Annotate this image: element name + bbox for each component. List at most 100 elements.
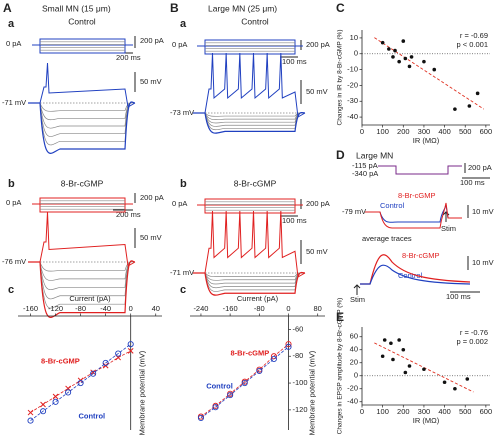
data-point [475,91,480,96]
annotation: p < 0.001 [457,40,489,49]
data-point [453,107,457,111]
data-point [39,408,47,415]
x-tick-label: -120 [48,304,63,313]
voltage-trace [193,111,306,134]
zero-label: 0 pA [172,40,187,49]
voltage-trace [28,101,136,137]
legend-control: Control [380,201,405,210]
x-tick-label: -40 [100,304,111,313]
scale-label: 200 ms [116,53,141,62]
average-trace [360,254,471,285]
y-tick-label: 40 [350,345,358,354]
data-point [397,338,401,342]
legend-control: Control [398,271,423,280]
voltage-trace [365,202,462,229]
data-point [422,59,426,64]
current-label: -340 pA [352,169,378,178]
y-tick-label: -30 [347,96,358,105]
data-point [380,40,385,45]
series-name: Control [78,411,105,420]
rest-label: -71 mV [2,98,26,107]
scale-label: 200 pA [306,199,330,208]
condition: 8-Br-cGMP [234,178,277,188]
data-point [27,409,34,416]
x-tick-label: 200 [397,407,410,416]
current-protocol [39,38,126,54]
y-axis-label: Membrane potential (mV) [307,350,316,435]
x-tick-label: -80 [254,304,265,313]
voltage-trace [193,272,306,289]
scale-bars [113,36,490,295]
data-point [422,367,426,372]
sub-letter: c [180,284,186,296]
data-point [382,338,387,342]
data-point [407,64,412,69]
condition: Control [68,16,96,26]
panel-title: Large MN [356,150,393,160]
sub-letter: b [8,178,15,190]
data-point [403,56,408,61]
data-point [127,341,134,348]
voltage-trace [28,102,136,121]
sub-letter: a [8,18,15,30]
scale-bar [450,163,490,293]
x-tick-label: 300 [418,127,431,136]
data-point [115,350,122,357]
data-point [403,370,408,375]
x-tick-label: 100 [376,407,389,416]
voltage-trace [28,101,136,154]
data-point [77,380,84,387]
zero-label: 0 pA [6,198,21,207]
voltage-trace [28,261,136,272]
data-point [442,380,447,385]
data-point [407,364,412,368]
voltage-trace [193,271,306,296]
x-tick-label: 500 [459,407,472,416]
x-tick-label: 40 [152,304,160,313]
y-tick-label: -10 [347,65,358,74]
condition: Control [241,16,269,26]
data-point [212,404,219,411]
annotation: r = -0.69 [460,31,488,40]
series-name: 8-Br-cGMP [41,357,80,366]
scale-label: 50 mV [306,247,328,256]
x-tick-label: 400 [438,127,451,136]
y-axis-label: Membrane potential (mV) [138,350,147,435]
x-tick-label: 0 [129,304,133,313]
data-point [52,393,59,400]
scale-label: 50 mV [306,87,328,96]
data-point [102,359,109,366]
x-tick-label: -80 [75,304,86,313]
data-point [432,67,437,72]
x-axis-label: Current (pA) [237,294,279,303]
scale-label: 200 pA [140,36,164,45]
data-point [270,355,277,362]
x-tick-label: -240 [193,304,208,313]
panel-letter: C [336,1,345,15]
panel-letter: B [170,1,179,15]
voltage-trace [28,261,136,281]
data-point [409,55,414,59]
sub-letter: a [180,18,187,30]
condition: 8-Br-cGMP [61,178,104,188]
voltage-trace [28,260,136,318]
y-tick-label: -40 [347,397,358,406]
data-point [52,398,59,405]
scale-label: 10 mV [472,258,494,267]
y-tick-label: -40 [347,112,358,121]
data-point [241,380,248,387]
panel-letter: E [336,310,344,324]
scale-label: 200 pA [306,40,330,49]
data-point [127,348,134,354]
series-line [30,343,131,421]
y-tick-label: -20 [347,384,358,393]
x-tick-label: -160 [23,304,38,313]
x-tick-label: 0 [360,407,364,416]
data-point [465,377,470,381]
y-tick-label: -100 [293,378,308,387]
rest-label: -71 mV [170,268,194,277]
x-tick-label: 0 [286,304,290,313]
x-tick-label: 600 [480,127,493,136]
data-point [256,367,263,375]
scale-label: 10 mV [472,207,494,216]
